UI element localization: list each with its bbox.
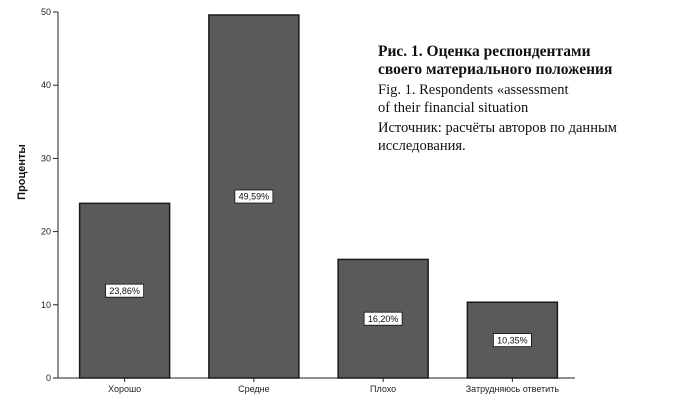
data-label: 10,35% — [497, 335, 528, 345]
caption-english-line: of their financial situation — [378, 100, 529, 116]
y-tick-label: 0 — [46, 373, 51, 383]
caption-source-line: Источник: расчёты авторов по данным — [378, 120, 617, 136]
caption-english: Fig. 1. Respondents «assessment of their… — [378, 81, 694, 117]
data-label-box — [492, 333, 532, 348]
x-tick-label: Средне — [238, 384, 270, 394]
figure-caption: Рис. 1. Оценка респондентами своего мате… — [378, 43, 694, 155]
y-axis-title: Проценты — [16, 144, 28, 200]
y-tick-label: 20 — [41, 227, 51, 237]
data-label: 16,20% — [368, 314, 399, 324]
caption-title: Рис. 1. Оценка респондентами своего мате… — [378, 43, 694, 79]
data-label: 23,86% — [109, 286, 140, 296]
caption-english-line: Fig. 1. Respondents «assessment — [378, 82, 569, 98]
y-tick-label: 30 — [41, 153, 51, 163]
y-tick-label: 40 — [41, 80, 51, 90]
caption-title-line: Рис. 1. Оценка респондентами — [378, 43, 591, 60]
x-tick-label: Хорошо — [108, 384, 141, 394]
x-tick-label: Плохо — [370, 384, 396, 394]
caption-source: Источник: расчёты авторов по данным иссл… — [378, 119, 694, 155]
x-tick-label: Затрудняюсь ответить — [466, 384, 560, 394]
labels: Хорошо 23,86% Средне 49,59% Плохо 16,20% Затру… — [105, 189, 560, 394]
bars — [78, 14, 559, 379]
y-tick-label: 10 — [41, 300, 51, 310]
data-label-box — [234, 189, 274, 204]
data-label: 49,59% — [239, 192, 270, 202]
y-tick-label: 50 — [41, 7, 51, 17]
data-label-box — [363, 311, 403, 326]
caption-source-line: исследования. — [378, 138, 466, 154]
caption-title-line: своего материального положения — [378, 61, 613, 78]
data-label-box — [105, 283, 145, 298]
